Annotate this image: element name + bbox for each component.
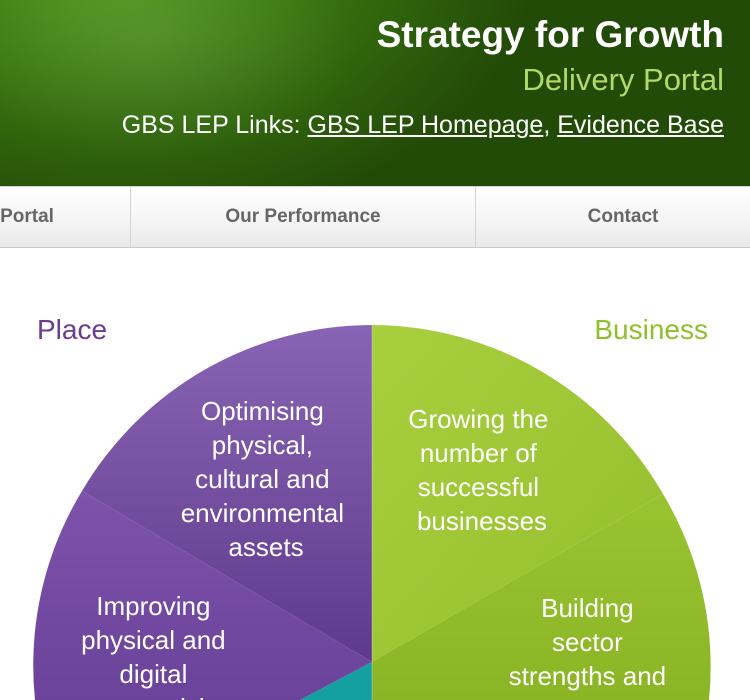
segment-building-sector-strengths[interactable] bbox=[372, 494, 711, 700]
nav-divider bbox=[475, 187, 476, 247]
segment-label-optimising: Optimising physical, cultural and enviro… bbox=[181, 396, 352, 562]
site-title: Strategy for Growth bbox=[376, 14, 724, 55]
nav-divider bbox=[130, 187, 131, 247]
segment-label-growing: Growing the number of successful busines… bbox=[408, 404, 555, 536]
segment-center-teal[interactable] bbox=[300, 662, 372, 700]
evidence-base-link[interactable]: Evidence Base bbox=[557, 111, 724, 139]
nav-item-our-performance[interactable]: Our Performance bbox=[225, 206, 381, 227]
segment-label-building: Building sector strengths and opportunit… bbox=[509, 593, 674, 700]
segment-improving-connectivity[interactable] bbox=[33, 491, 372, 700]
gbs-lep-homepage-link[interactable]: GBS LEP Homepage bbox=[307, 111, 544, 139]
nav-item-contact[interactable]: Contact bbox=[587, 206, 659, 227]
link-separator: , bbox=[543, 111, 551, 139]
segment-growing-businesses[interactable] bbox=[372, 325, 663, 662]
site-header: Strategy for Growth Delivery Portal GBS … bbox=[0, 0, 750, 186]
segment-optimising-assets[interactable] bbox=[82, 325, 372, 662]
main-nav: Portal Our Performance Contact bbox=[0, 186, 750, 248]
segment-label-improving: Improving physical and digital connectiv… bbox=[81, 591, 233, 700]
header-links: GBS LEP Links: GBS LEP Homepage, Evidenc… bbox=[122, 111, 724, 140]
nav-item-portal[interactable]: Portal bbox=[0, 206, 54, 227]
site-subtitle: Delivery Portal bbox=[522, 62, 724, 97]
business-heading: Business bbox=[594, 314, 708, 345]
links-label: GBS LEP Links: bbox=[121, 111, 301, 139]
place-heading: Place bbox=[37, 314, 108, 345]
